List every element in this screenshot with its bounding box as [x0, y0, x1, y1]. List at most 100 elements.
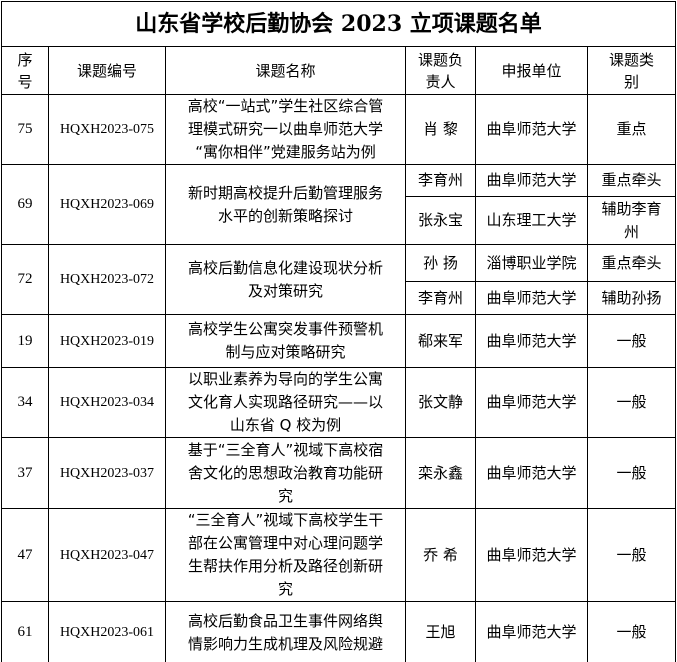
project-name-line: 理模式研究一以曲阜师范大学 [187, 120, 383, 138]
project-name: 高校“一站式”学生社区综合管 理模式研究一以曲阜师范大学 “寓你相伴”党建服务站为例 [165, 94, 406, 165]
project-leader: 李育州 [405, 281, 476, 315]
project-category-line: 重点 [616, 120, 647, 138]
project-category-line: 州 [624, 222, 640, 241]
row-number: 72 [1, 244, 49, 315]
project-name-line: “三全育人”视域下高校学生干 [187, 511, 384, 529]
project-category: 一般 [586, 314, 677, 368]
applying-unit: 曲阜师范大学 [475, 437, 588, 509]
project-name: 以职业素养为导向的学生公寓 文化育人实现路径研究——以 山东省 Q 校为例 [165, 367, 406, 438]
project-name-line: 舍文化的思想政治教育功能研 [187, 463, 383, 482]
project-code: HQXH2023-019 [48, 314, 166, 368]
header-unit: 申报单位 [475, 46, 588, 95]
project-name-line: 高校后勤食品卫生事件网络舆 [187, 611, 383, 630]
project-category: 辅助李育州 [586, 196, 677, 245]
applying-unit: 山东理工大学 [475, 196, 588, 245]
row-number: 61 [1, 601, 49, 662]
project-leader: 栾永鑫 [405, 437, 476, 509]
project-name: 高校学生公寓突发事件预警机 制与应对策略研究 [165, 314, 406, 368]
applying-unit: 曲阜师范大学 [475, 601, 588, 662]
project-category-line: 一般 [616, 545, 647, 564]
header-text: 课题负责人 [417, 50, 463, 91]
applying-unit: 曲阜师范大学 [475, 367, 588, 438]
project-leader: 郗来军 [405, 314, 476, 368]
project-name-line: 究 [277, 580, 293, 598]
project-category: 一般 [586, 601, 677, 662]
project-category: 一般 [586, 367, 677, 438]
project-category-line: 一般 [616, 463, 647, 482]
project-name-line: 水平的创新策略探讨 [217, 206, 353, 225]
project-category-line: 重点牵头 [601, 253, 662, 272]
project-category: 重点 [586, 94, 677, 165]
table-row: 47 HQXH2023-047 “三全育人”视域下高校学生干 部在公寓管理中对心理问题… [1, 508, 677, 602]
project-category-line: 一般 [616, 623, 647, 641]
row-number: 75 [1, 94, 49, 165]
row-number: 69 [1, 164, 49, 245]
project-category-line: 重点牵头 [601, 171, 662, 189]
project-name-line: “寓你相伴”党建服务站为例 [195, 143, 376, 161]
table-row: 19 HQXH2023-019 高校学生公寓突发事件预警机 制与应对策略研究 郗来军 曲阜… [1, 314, 677, 368]
row-number: 19 [1, 314, 49, 368]
project-leader: 乔 希 [405, 508, 476, 602]
header-text: 课题名称 [255, 61, 316, 80]
header-text: 课题编号 [76, 61, 137, 80]
project-name: “三全育人”视域下高校学生干 部在公寓管理中对心理问题学 生帮扶作用分析及路径创新研… [165, 508, 406, 602]
row-number: 37 [1, 437, 49, 509]
applying-unit: 淄博职业学院 [475, 244, 588, 282]
project-leader: 张文静 [405, 367, 476, 438]
project-name-line: 基于“三全育人”视域下高校宿 [187, 440, 384, 459]
project-category-line: 一般 [616, 331, 647, 350]
table-row: 张永宝 山东理工大学 辅助李育州 [2, 196, 677, 245]
project-code: HQXH2023-075 [48, 94, 166, 165]
project-leader: 孙 扬 [405, 244, 476, 282]
header-category: 课题类别 [586, 46, 677, 95]
table-row: 61 HQXH2023-061 高校后勤食品卫生事件网络舆 情影响力生成机理及风险规避… [1, 601, 677, 662]
header-text: 课题类别 [609, 50, 655, 91]
project-name-line: 文化育人实现路径研究——以 [187, 393, 383, 411]
project-name-line: 高校后勤信息化建设现状分析 [187, 258, 383, 277]
table-row: 34 HQXH2023-034 以职业素养为导向的学生公寓 文化育人实现路径研究——以… [1, 367, 677, 438]
project-code: HQXH2023-072 [48, 244, 166, 315]
table-row: 69 HQXH2023-069 新时期高校提升后勤管理服务 水平的创新策略探讨 李育州曲… [1, 164, 677, 245]
project-name-line: 山东省 Q 校为例 [229, 416, 342, 434]
project-category-line: 辅助李育 [601, 199, 662, 218]
project-name-line: 新时期高校提升后勤管理服务 [187, 183, 383, 202]
project-name: 新时期高校提升后勤管理服务 水平的创新策略探讨 [165, 164, 406, 245]
project-name-line: 情影响力生成机理及风险规避 [187, 634, 383, 653]
page-title: 山东省学校后勤协会 2023 立项课题名单 [0, 1, 677, 47]
header-number: 序号 [1, 46, 49, 95]
project-category: 重点牵头 [586, 164, 677, 197]
applying-unit: 曲阜师范大学 [475, 94, 588, 165]
project-name-line: 部在公寓管理中对心理问题学 [187, 534, 383, 552]
project-code: HQXH2023-034 [48, 367, 166, 438]
project-category-line: 一般 [616, 393, 647, 411]
table-row: 37 HQXH2023-037 基于“三全育人”视域下高校宿 舍文化的思想政治教育功能… [1, 437, 677, 509]
project-name-line: 高校学生公寓突发事件预警机 [187, 320, 383, 338]
project-leader: 肖 黎 [405, 94, 476, 165]
project-category: 辅助孙扬 [586, 281, 677, 315]
header-code: 课题编号 [48, 46, 166, 95]
row-number: 47 [1, 508, 49, 602]
applying-unit: 曲阜师范大学 [475, 164, 588, 197]
project-category-line: 辅助孙扬 [601, 288, 662, 307]
project-leader: 王旭 [405, 601, 476, 662]
project-code: HQXH2023-047 [48, 508, 166, 602]
row-number: 34 [1, 367, 49, 438]
project-code: HQXH2023-069 [48, 164, 166, 245]
project-name-line: 制与应对策略研究 [225, 343, 346, 361]
project-category: 重点牵头 [586, 244, 677, 282]
project-category: 一般 [586, 508, 677, 602]
project-category: 一般 [586, 437, 677, 509]
project-name-line: 生帮扶作用分析及路径创新研 [187, 557, 383, 575]
header-text: 序号 [17, 50, 33, 91]
project-leader: 张永宝 [405, 196, 476, 245]
applying-unit: 曲阜师范大学 [475, 508, 588, 602]
table-row: 72 HQXH2023-072 高校后勤信息化建设现状分析 及对策研究 孙 扬淄博职业学… [1, 244, 677, 315]
applying-unit: 曲阜师范大学 [475, 281, 588, 315]
project-name-line: 及对策研究 [247, 281, 323, 300]
project-leader: 李育州 [405, 164, 476, 197]
header-text: 申报单位 [501, 61, 562, 80]
project-code: HQXH2023-037 [48, 437, 166, 509]
table-row: 李育州 曲阜师范大学 辅助孙扬 [2, 281, 677, 315]
